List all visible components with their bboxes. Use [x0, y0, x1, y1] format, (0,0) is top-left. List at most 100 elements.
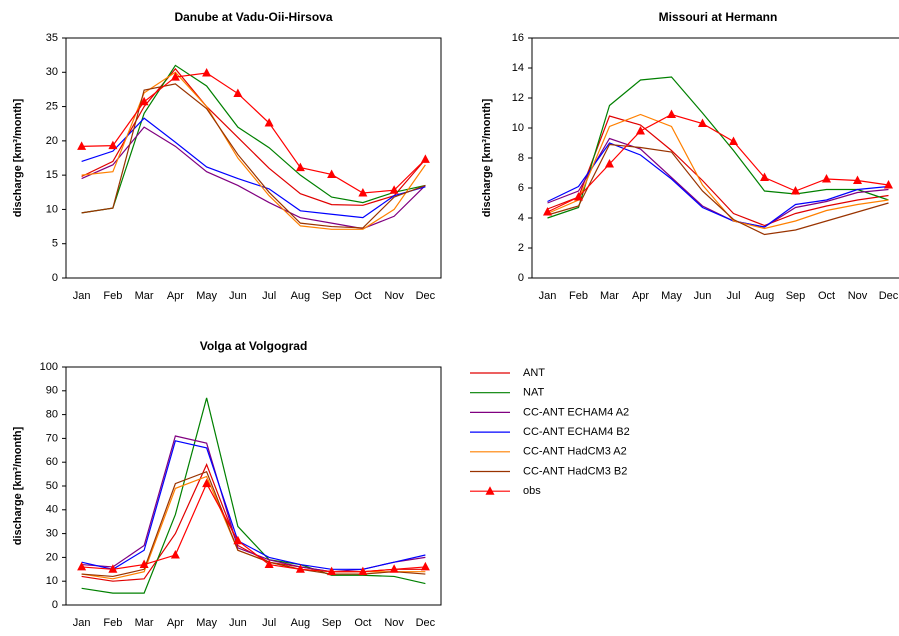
y-tick-label: 0	[52, 599, 58, 611]
obs-marker	[822, 174, 831, 183]
series-line	[81, 463, 426, 582]
series-line	[547, 142, 889, 228]
x-tick-label: Sep	[322, 290, 342, 302]
y-axis-label: discharge [km³/month]	[12, 98, 24, 217]
chart-title: Volga at Volgograd	[200, 339, 308, 353]
obs-marker	[760, 172, 769, 181]
y-tick-label: 90	[46, 385, 58, 397]
series-line	[81, 67, 426, 206]
series-line	[81, 440, 426, 570]
y-tick-label: 10	[512, 122, 524, 134]
x-tick-label: Aug	[291, 617, 311, 629]
series-line	[547, 137, 889, 228]
series-line	[81, 71, 426, 230]
legend-marker	[485, 486, 495, 495]
obs-marker	[698, 118, 707, 127]
x-tick-label: Apr	[167, 290, 184, 302]
y-tick-label: 8	[518, 152, 524, 164]
obs-marker	[170, 72, 180, 81]
y-tick-label: 10	[46, 575, 58, 587]
obs-marker	[358, 187, 368, 197]
obs-marker	[108, 140, 118, 150]
legend-label: CC-ANT HadCM3 A2	[523, 446, 627, 458]
obs-marker	[636, 126, 645, 135]
obs-marker	[108, 564, 118, 573]
obs-marker	[170, 550, 180, 559]
x-tick-label: Oct	[818, 290, 835, 302]
y-tick-label: 30	[46, 528, 58, 540]
x-tick-label: Nov	[384, 290, 404, 302]
y-tick-label: 80	[46, 409, 58, 421]
obs-marker	[791, 186, 800, 195]
x-tick-label: Sep	[322, 617, 342, 629]
y-tick-label: 0	[52, 272, 58, 284]
obs-marker	[358, 566, 368, 576]
y-tick-label: 0	[518, 272, 524, 284]
x-tick-label: May	[196, 290, 217, 302]
x-tick-label: Aug	[291, 290, 311, 302]
y-tick-label: 35	[46, 32, 58, 44]
series-line	[81, 72, 426, 194]
x-tick-label: May	[661, 290, 682, 302]
y-tick-label: 20	[46, 551, 58, 563]
obs-marker	[327, 566, 337, 576]
obs-marker	[264, 559, 274, 569]
x-tick-label: Nov	[384, 617, 404, 629]
y-tick-label: 100	[40, 361, 58, 373]
x-tick-label: Jul	[262, 617, 276, 629]
y-tick-label: 14	[512, 62, 524, 74]
legend-label: CC-ANT ECHAM4 A2	[523, 406, 629, 418]
x-tick-label: Sep	[786, 290, 806, 302]
y-tick-label: 30	[46, 66, 58, 78]
legend-label: ANT	[523, 367, 545, 379]
y-tick-label: 12	[512, 92, 524, 104]
x-tick-label: Nov	[848, 290, 868, 302]
y-tick-label: 2	[518, 242, 524, 254]
series-line	[547, 115, 889, 227]
obs-marker	[233, 535, 243, 545]
y-axis-label: discharge [km³/month]	[12, 426, 24, 545]
plot-frame	[65, 37, 442, 279]
x-tick-label: Jul	[726, 290, 740, 302]
y-axis-label: discharge [km³/month]	[481, 98, 493, 217]
series-line	[81, 117, 426, 219]
y-tick-label: 15	[46, 169, 58, 181]
obs-marker	[420, 154, 430, 163]
chart-title: Danube at Vadu-Oii-Hirsova	[174, 10, 332, 24]
x-tick-label: Jun	[229, 617, 247, 629]
obs-marker	[543, 207, 552, 216]
x-tick-label: Apr	[632, 290, 649, 302]
obs-marker	[202, 67, 212, 77]
obs-marker	[605, 159, 614, 168]
series-line	[81, 64, 426, 214]
x-tick-label: Apr	[167, 617, 184, 629]
series-line	[81, 470, 426, 578]
y-tick-label: 50	[46, 480, 58, 492]
series-line	[547, 143, 889, 236]
obs-marker	[233, 88, 243, 98]
obs-marker	[389, 185, 399, 194]
series-line	[81, 475, 426, 580]
x-tick-label: Jun	[229, 290, 247, 302]
series-line	[81, 83, 426, 229]
obs-marker	[202, 478, 212, 488]
y-tick-label: 25	[46, 100, 58, 112]
x-tick-label: Aug	[755, 290, 775, 302]
series-line	[547, 113, 889, 213]
obs-marker	[884, 180, 893, 189]
obs-marker	[574, 192, 583, 201]
obs-marker	[139, 96, 149, 106]
x-tick-label: Oct	[354, 617, 371, 629]
x-tick-label: Oct	[354, 290, 371, 302]
y-tick-label: 4	[518, 212, 524, 224]
x-tick-label: Dec	[416, 290, 436, 302]
x-tick-label: Dec	[416, 617, 436, 629]
y-tick-label: 16	[512, 32, 524, 44]
x-tick-label: Mar	[135, 290, 154, 302]
series-line	[547, 76, 889, 219]
y-tick-label: 5	[52, 238, 58, 250]
plot-frame	[531, 37, 899, 279]
y-tick-label: 20	[46, 135, 58, 147]
obs-marker	[327, 169, 337, 178]
obs-marker	[77, 141, 87, 150]
